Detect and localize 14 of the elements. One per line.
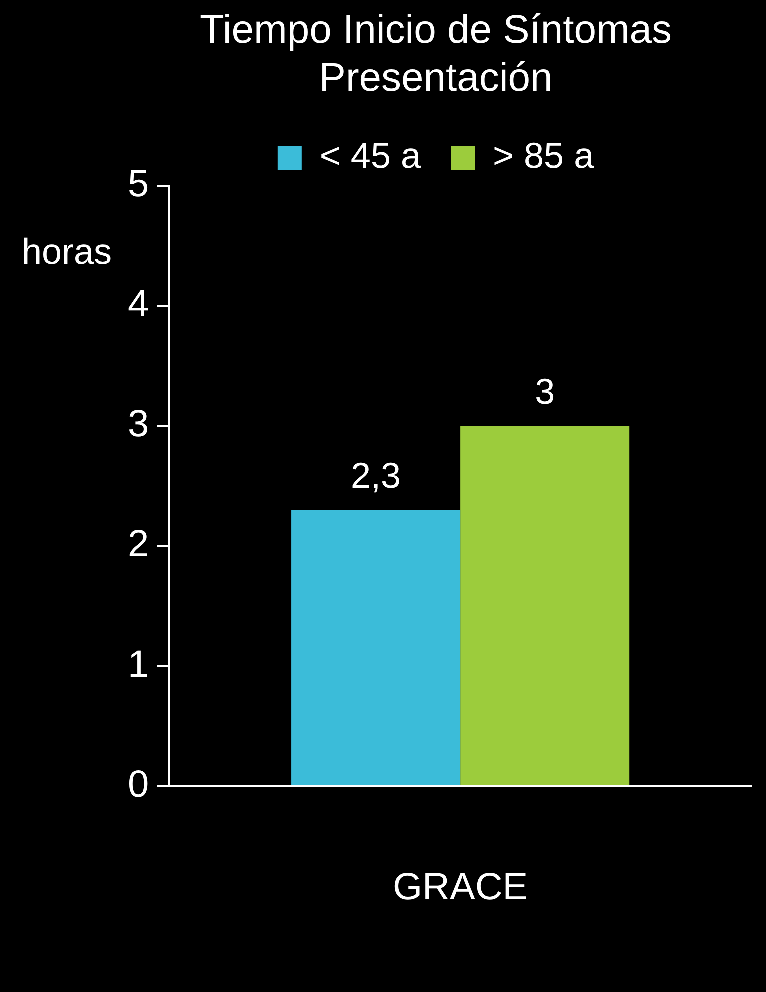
y-tick-label: 4 — [128, 284, 150, 326]
data-label: 3 — [535, 371, 556, 412]
legend-label: > 85 a — [493, 134, 596, 176]
y-tick-label: 3 — [128, 404, 150, 446]
y-tick-label: 5 — [128, 163, 150, 206]
data-label: 2,3 — [351, 455, 402, 496]
text: Tiempo Inicio de Síntomas — [200, 8, 672, 52]
y-tick-label: 1 — [128, 644, 150, 686]
x-tick-label: GRACE — [392, 866, 528, 909]
y-axis-title: horas — [22, 230, 112, 272]
y-tick-label: 0 — [128, 764, 150, 806]
text: Presentación — [319, 56, 553, 100]
y-tick-label: 2 — [128, 524, 150, 566]
legend-label: < 45 a — [320, 134, 422, 176]
